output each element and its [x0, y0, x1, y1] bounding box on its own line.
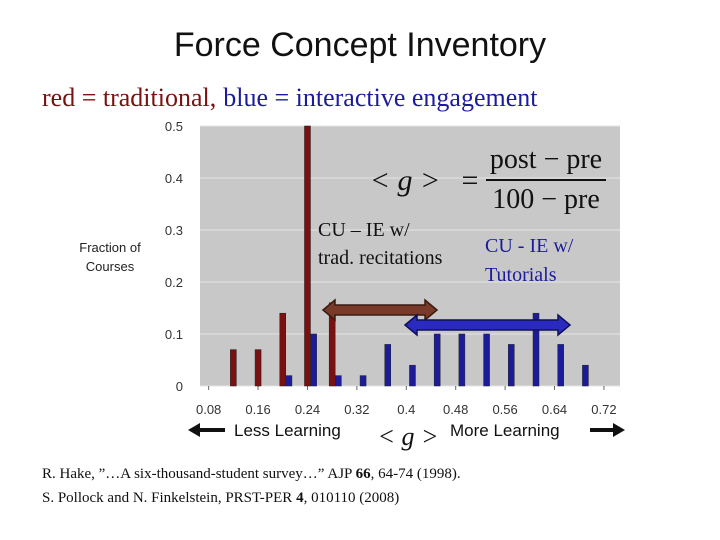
x-tick-label: 0.08 — [196, 402, 221, 417]
y-tick-label: 0.1 — [165, 327, 183, 342]
legend: red = traditional, blue = interactive eng… — [42, 83, 538, 112]
reference: R. Hake, ”…A six-thousand-student survey… — [42, 466, 461, 482]
x-tick-label: 0.24 — [295, 402, 320, 417]
bar — [384, 344, 392, 387]
direction-label: Less Learning — [234, 421, 341, 440]
arrow-left — [188, 423, 225, 437]
reference-part: 4 — [296, 490, 304, 506]
x-tick-label: 0.56 — [492, 402, 517, 417]
bar — [254, 349, 262, 387]
range-arrow — [403, 313, 572, 337]
bar — [359, 375, 367, 387]
x-tick-label: 0.48 — [443, 402, 468, 417]
legend-text: red = traditional, blue = interactive eng… — [42, 83, 538, 112]
reference-part: S. Pollock and N. Finkelstein, PRST-PER — [42, 490, 296, 506]
bar — [532, 312, 540, 387]
annotation: CU – IE w/ — [318, 219, 410, 241]
bar — [582, 364, 589, 387]
x-tick-label: 0.32 — [344, 402, 369, 417]
formula-denominator: 100 − pre — [492, 184, 600, 215]
y-axis-label: Fraction of — [79, 240, 141, 255]
y-tick-label: 0 — [176, 379, 183, 394]
y-tick-label: 0.2 — [165, 275, 183, 290]
plot-background — [200, 126, 620, 386]
y-axis-label: Courses — [86, 259, 135, 274]
bar — [285, 375, 293, 387]
formula-lhs: < g > — [370, 164, 441, 197]
annotation: Tutorials — [485, 264, 557, 286]
reference: S. Pollock and N. Finkelstein, PRST-PER … — [42, 490, 399, 506]
arrow-right — [590, 423, 625, 437]
formula-numerator: post − pre — [490, 144, 602, 175]
y-tick-label: 0.5 — [165, 119, 183, 134]
bar — [483, 333, 490, 387]
range-arrow — [321, 298, 439, 322]
bar — [557, 344, 564, 387]
reference-part: , 64-74 (1998). — [371, 466, 461, 482]
x-tick-label: 0.72 — [591, 402, 616, 417]
bar — [279, 312, 287, 387]
x-axis-label: < g > — [377, 422, 438, 451]
direction-label: More Learning — [450, 421, 560, 440]
y-tick-label: 0.3 — [165, 223, 183, 238]
x-tick-label: 0.16 — [245, 402, 270, 417]
legend-entry: red = traditional, — [42, 83, 216, 112]
reference-part: 66 — [356, 466, 372, 482]
reference-part: , 010110 (2008) — [304, 490, 400, 506]
bar — [409, 364, 416, 387]
bar — [508, 344, 515, 387]
bar — [433, 333, 441, 387]
plot: 0 0.1 0.2 0.3 0.4 0.5 0.08 0.16 0.24 0.32 0.4 0.48 0… — [165, 119, 620, 417]
legend-entry: blue = interactive engagement — [223, 83, 538, 112]
references: R. Hake, ”…A six-thousand-student survey… — [42, 466, 461, 506]
annotation: CU - IE w/ — [485, 235, 574, 257]
formula-equals: = — [462, 164, 479, 197]
y-tick-label: 0.4 — [165, 171, 183, 186]
bar — [304, 125, 311, 387]
bar — [458, 333, 466, 387]
x-tick-label: 0.64 — [542, 402, 567, 417]
bar — [310, 333, 317, 387]
bar — [230, 349, 237, 387]
chart-title: Force Concept Inventory — [174, 26, 546, 64]
x-tick-label: 0.4 — [397, 402, 415, 417]
bar — [335, 375, 342, 387]
annotation: trad. recitations — [318, 247, 443, 269]
reference-part: R. Hake, ”…A six-thousand-student survey… — [42, 466, 356, 482]
